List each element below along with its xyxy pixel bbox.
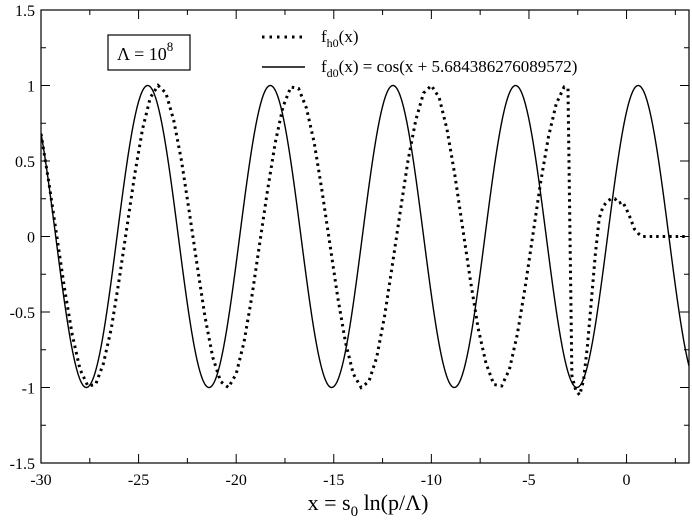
x-tick-label: -20	[226, 472, 247, 489]
x-tick-label: -15	[323, 472, 344, 489]
legend-label: fh0(x)	[321, 27, 359, 50]
y-tick-label: -0.5	[10, 305, 35, 322]
x-tick-label: -10	[421, 472, 442, 489]
x-tick-label: -25	[128, 472, 149, 489]
y-tick-label: 1.5	[15, 3, 35, 20]
y-tick-label: -1.5	[10, 456, 35, 473]
y-tick-label: -1	[22, 381, 35, 398]
x-tick-label: 0	[623, 472, 631, 489]
x-tick-label: -30	[30, 472, 51, 489]
y-tick-label: 1	[27, 79, 35, 96]
y-tick-label: 0	[27, 230, 35, 247]
annotation-label: Λ = 108	[117, 39, 173, 64]
y-tick-label: 0.5	[15, 154, 35, 171]
plot-frame	[40, 9, 690, 464]
x-axis-title-group: x = s0 ln(p/Λ)	[308, 490, 429, 520]
plot-area	[41, 83, 689, 399]
legend-label: fd0(x) = cos(x + 5.684386276089572)	[321, 57, 577, 80]
x-axis-title: x = s0 ln(p/Λ)	[308, 490, 429, 520]
series-fd0-line	[41, 84, 689, 389]
series-fh0-line	[41, 83, 686, 399]
legend: fh0(x) fd0(x) = cos(x + 5.684386276089572…	[262, 27, 577, 80]
annotation-box	[107, 34, 191, 71]
ticks-layer: -30 -25 -20 -15 -10 -5 0 -1.5 -1 -0.5 0 0.5 1 1.5	[10, 3, 689, 489]
x-tick-label: -5	[522, 472, 535, 489]
annotation: Λ = 108	[107, 34, 191, 71]
